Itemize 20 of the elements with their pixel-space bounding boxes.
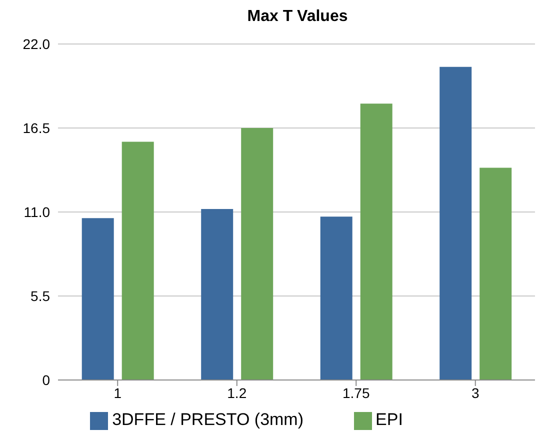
- bar: [82, 218, 114, 380]
- x-tick-label: 1.75: [342, 384, 370, 401]
- chart-title: Max T Values: [246, 8, 349, 27]
- y-tick-label: 16.5: [22, 120, 50, 136]
- bar: [320, 216, 352, 380]
- bar: [122, 142, 154, 380]
- x-tick-label: 1.2: [227, 384, 247, 401]
- y-tick-label: 5.5: [30, 288, 50, 304]
- x-tick-label: 3: [471, 384, 480, 401]
- bar: [480, 168, 512, 380]
- bar: [440, 66, 472, 380]
- bar: [201, 208, 234, 380]
- legend-label: EPI: [376, 410, 403, 429]
- y-tick-label: 22.0: [22, 36, 50, 52]
- x-tick-label: 1: [114, 384, 122, 401]
- y-tick-label: 11.0: [24, 204, 50, 220]
- bar: [241, 128, 274, 380]
- legend-label: 3DFFE / PRESTO (3mm): [112, 410, 304, 429]
- bar: [360, 104, 392, 380]
- y-tick-label: 0: [42, 372, 50, 388]
